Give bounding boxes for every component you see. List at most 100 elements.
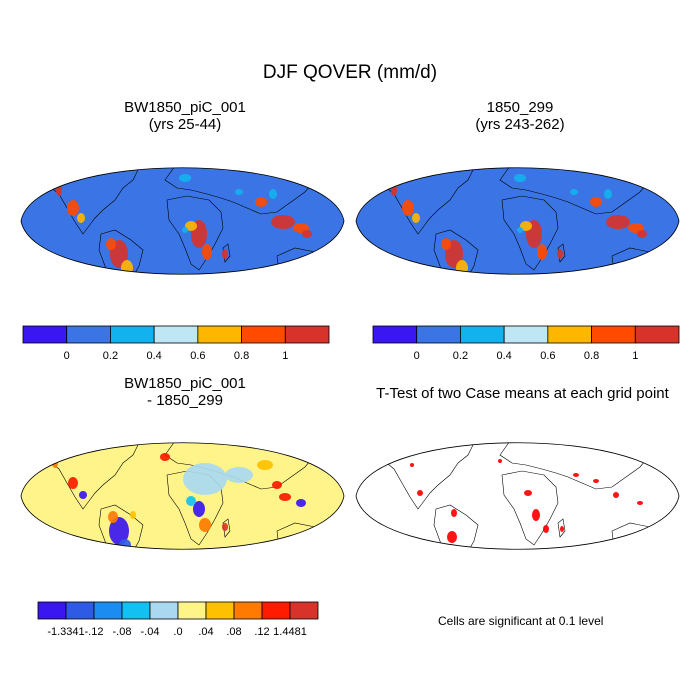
colorbar-tick-label: 0.4 — [496, 350, 511, 362]
panel-title-line: T-Test of two Case means at each grid po… — [376, 385, 669, 402]
field-patch — [68, 477, 78, 489]
significance-note: Cells are significant at 0.1 level — [438, 614, 604, 628]
field-patch — [202, 244, 212, 260]
colorbar-tick-label: -.12 — [85, 626, 104, 638]
panel-title-line: 1850_299 — [486, 99, 554, 116]
colorbar-tick-label: 0.8 — [584, 350, 599, 362]
field-patch — [498, 459, 502, 463]
colorbar-swatch — [149, 601, 179, 620]
colorbar-swatch — [37, 601, 67, 620]
field-patch — [573, 473, 579, 477]
land-eurasia — [499, 167, 669, 215]
field-patch — [447, 531, 457, 543]
field-patch — [193, 501, 205, 517]
colorbar-swatch — [66, 325, 111, 344]
field-patch — [410, 463, 414, 467]
colorbar-swatch — [205, 601, 235, 620]
field-patch — [255, 197, 267, 207]
field-patch — [269, 189, 277, 199]
colorbar-case1: 0 0.2 0.4 0.6 0.8 1 — [22, 325, 330, 362]
field-patch — [520, 221, 532, 231]
panel-title-line: BW1850_piC_001 — [124, 375, 246, 392]
field-patch — [302, 230, 312, 238]
field-patch — [302, 266, 312, 274]
field-patch — [606, 215, 630, 229]
field-patch — [441, 238, 451, 250]
colorbar-swatch — [634, 325, 680, 344]
colorbar-swatch — [261, 601, 291, 620]
land-eurasia — [164, 167, 334, 215]
panel-title-line: - 1850_299 — [147, 392, 223, 409]
colorbar-tick-label: 0.6 — [190, 350, 205, 362]
field-patch — [590, 197, 602, 207]
figure-title: DJF QOVER (mm/d) — [262, 62, 438, 83]
field-patch — [271, 215, 295, 229]
colorbar-swatch — [197, 325, 242, 344]
map-case1 — [20, 138, 345, 275]
colorbar-tick-label: 0.4 — [146, 350, 161, 362]
land-greenland — [135, 138, 173, 160]
field-patch — [451, 509, 457, 517]
colorbar-swatch — [65, 601, 95, 620]
field-patch — [637, 266, 647, 274]
field-patch — [570, 189, 578, 195]
land-greenland — [470, 413, 508, 435]
field-patch — [130, 511, 136, 519]
colorbar-tick-label: .04 — [198, 626, 213, 638]
colorbar-swatch — [289, 601, 319, 620]
map-diff — [20, 442, 345, 585]
colorbar-swatch — [503, 325, 549, 344]
field-patch — [296, 499, 306, 507]
field-patch — [108, 511, 118, 523]
colorbar-tick-label: 1 — [282, 350, 288, 362]
colorbar-tick-label: -.04 — [141, 626, 160, 638]
field-patch — [629, 533, 643, 545]
field-patch — [532, 509, 540, 521]
field-patch — [557, 249, 563, 259]
panel-title-line: (yrs 25-44) — [148, 116, 222, 133]
field-patch — [446, 274, 454, 275]
panel-title-ttest: T-Test of two Case means at each grid po… — [350, 385, 695, 402]
field-patch — [222, 249, 228, 259]
field-patch — [537, 244, 547, 260]
colorbar-swatch — [93, 601, 123, 620]
map-case2 — [355, 138, 680, 310]
field-patch — [119, 539, 131, 550]
colorbar-tick-label: 0.2 — [453, 350, 468, 362]
field-patch — [377, 178, 383, 186]
field-patch — [637, 230, 647, 238]
field-patch — [517, 227, 523, 233]
colorbar-tick-label: 0.2 — [103, 350, 118, 362]
land-antarctica — [404, 292, 634, 310]
land-australia — [276, 522, 322, 550]
field-patch — [235, 189, 243, 195]
colorbar-swatch — [110, 325, 155, 344]
field-patch — [111, 274, 119, 275]
colorbar-swatch — [22, 325, 68, 344]
field-patch — [604, 189, 612, 199]
colorbar-case2: 0 0.2 0.4 0.6 0.8 1 — [372, 325, 680, 362]
colorbar-swatch — [241, 325, 286, 344]
field-patch — [311, 256, 319, 264]
colorbar-swatch — [284, 325, 330, 344]
field-patch — [185, 221, 197, 231]
field-patch — [160, 453, 170, 461]
field-patch — [109, 517, 129, 545]
colorbar-swatch — [153, 325, 199, 344]
field-patch — [637, 501, 643, 505]
map-outline — [355, 167, 680, 275]
colorbar-swatch — [233, 601, 263, 620]
field-patch — [272, 481, 282, 489]
field-patch — [67, 200, 79, 216]
field-patch — [459, 549, 465, 550]
field-patch — [257, 460, 273, 470]
field-patch — [543, 525, 549, 533]
map-outline — [20, 442, 345, 550]
field-patch — [121, 260, 133, 275]
land-greenland — [470, 138, 508, 160]
field-patch — [199, 518, 211, 532]
field-patch — [560, 526, 564, 532]
land-antarctica — [69, 567, 299, 585]
colorbar-tick-label: 0.6 — [540, 350, 555, 362]
colorbar-tick-label: 0 — [64, 350, 70, 362]
